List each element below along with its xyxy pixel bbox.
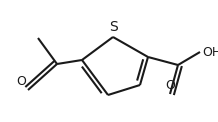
Text: OH: OH [202,46,218,59]
Text: O: O [165,79,175,92]
Text: S: S [109,20,117,34]
Text: O: O [16,75,26,88]
